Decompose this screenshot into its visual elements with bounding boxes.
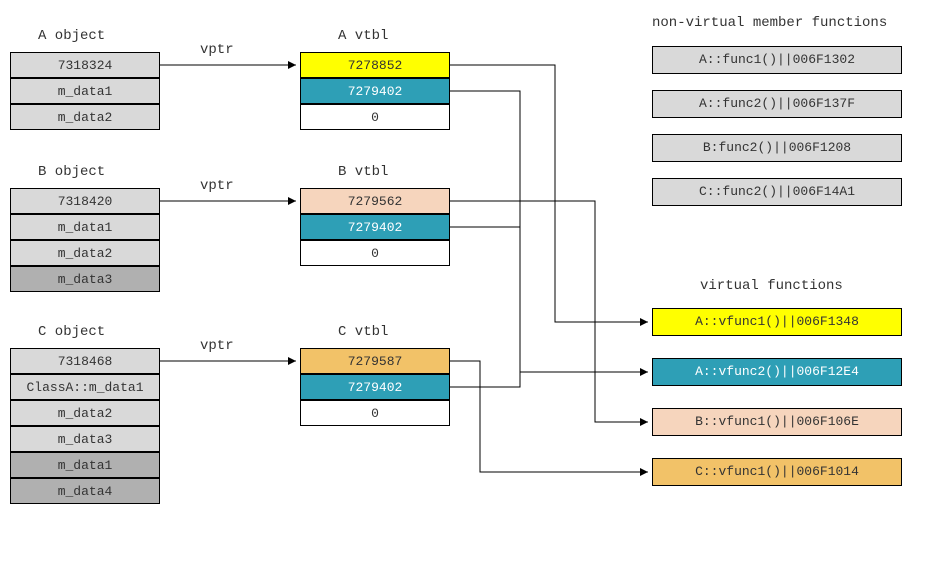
c-vtbl-row-0: 7279587: [300, 348, 450, 374]
a-object-label: A object: [38, 28, 105, 44]
c-obj-row-2: m_data2: [10, 400, 160, 426]
c-vtbl-row-1: 7279402: [300, 374, 450, 400]
c-object-label: C object: [38, 324, 105, 340]
c-obj-row-3: m_data3: [10, 426, 160, 452]
c-obj-row-4: m_data1: [10, 452, 160, 478]
c-obj-row-0: 7318468: [10, 348, 160, 374]
a-vtbl-row-1: 7279402: [300, 78, 450, 104]
non-virtual-label: non-virtual member functions: [652, 15, 887, 31]
b-vtbl-row-1: 7279402: [300, 214, 450, 240]
a-vtbl-row-0: 7278852: [300, 52, 450, 78]
vptr-label-b: vptr: [200, 178, 234, 194]
b-obj-row-3: m_data3: [10, 266, 160, 292]
c-vtbl-label: C vtbl: [338, 324, 388, 340]
virt-func-0: A::vfunc1()||006F1348: [652, 308, 902, 336]
c-vtbl-row-2: 0: [300, 400, 450, 426]
virtual-label: virtual functions: [700, 278, 843, 294]
b-vtbl-row-0: 7279562: [300, 188, 450, 214]
b-obj-row-0: 7318420: [10, 188, 160, 214]
a-obj-row-2: m_data2: [10, 104, 160, 130]
a-vtbl-row-2: 0: [300, 104, 450, 130]
virt-func-3: C::vfunc1()||006F1014: [652, 458, 902, 486]
vptr-label-a: vptr: [200, 42, 234, 58]
nonv-func-1: A::func2()||006F137F: [652, 90, 902, 118]
virt-func-2: B::vfunc1()||006F106E: [652, 408, 902, 436]
a-obj-row-1: m_data1: [10, 78, 160, 104]
nonv-func-3: C::func2()||006F14A1: [652, 178, 902, 206]
c-obj-row-1: ClassA::m_data1: [10, 374, 160, 400]
vptr-label-c: vptr: [200, 338, 234, 354]
nonv-func-2: B:func2()||006F1208: [652, 134, 902, 162]
b-object-label: B object: [38, 164, 105, 180]
b-obj-row-1: m_data1: [10, 214, 160, 240]
b-vtbl-label: B vtbl: [338, 164, 388, 180]
c-obj-row-5: m_data4: [10, 478, 160, 504]
a-vtbl-label: A vtbl: [338, 28, 388, 44]
b-vtbl-row-2: 0: [300, 240, 450, 266]
nonv-func-0: A::func1()||006F1302: [652, 46, 902, 74]
a-obj-row-0: 7318324: [10, 52, 160, 78]
b-obj-row-2: m_data2: [10, 240, 160, 266]
virt-func-1: A::vfunc2()||006F12E4: [652, 358, 902, 386]
